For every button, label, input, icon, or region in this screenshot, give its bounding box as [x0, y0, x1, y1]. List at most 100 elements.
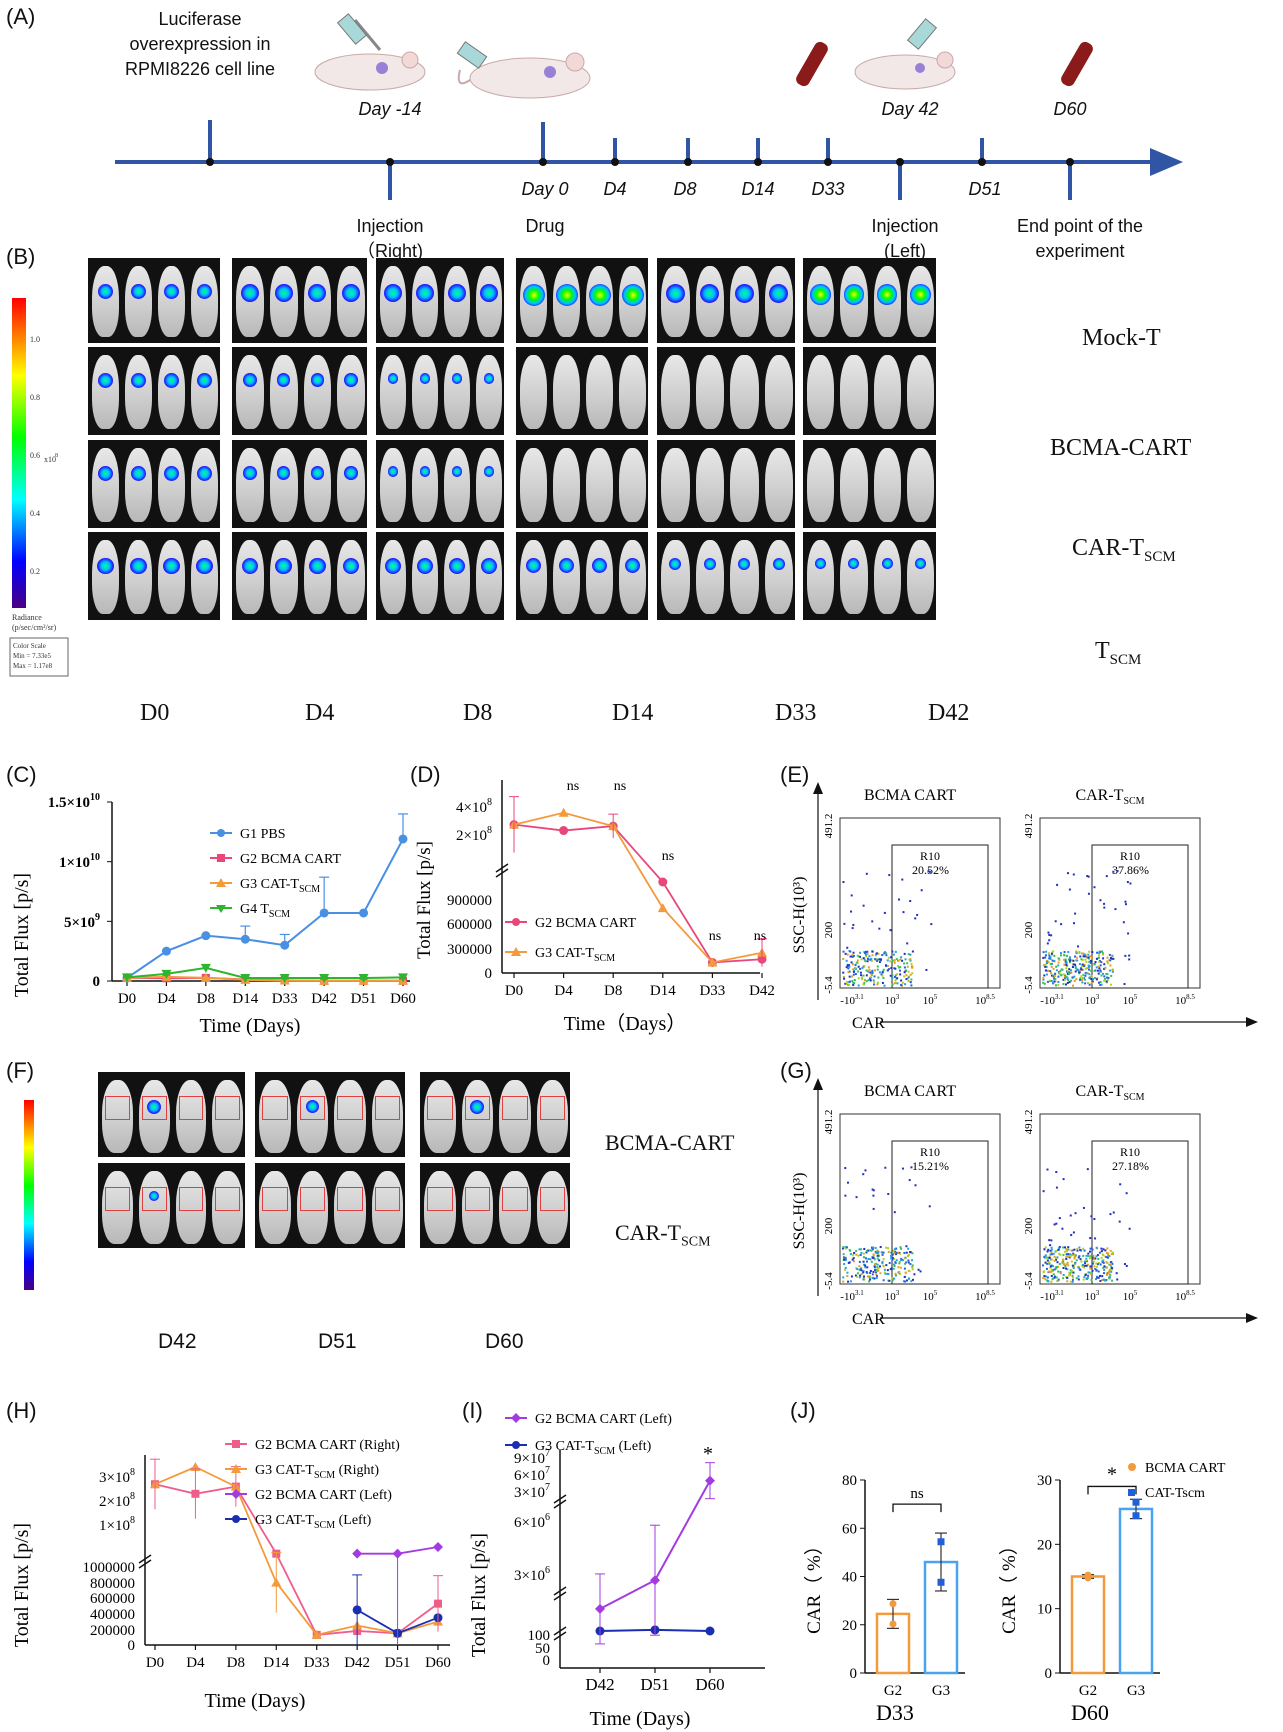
series-line [126, 838, 404, 979]
day-4: D4 [603, 179, 626, 199]
mouse-image [158, 355, 185, 429]
tumor-signal-spot [876, 284, 898, 305]
series-line [154, 1466, 439, 1636]
flow-xtick: -103.1 [1040, 1289, 1064, 1303]
flow-xtick: 103 [885, 1289, 900, 1303]
svg-text:3×107: 3×107 [514, 1482, 550, 1501]
significance-mark: * [1107, 1463, 1117, 1485]
flow-xtick: 108.5 [1175, 993, 1195, 1007]
bli-image-cell [516, 532, 648, 620]
j-ytick: 20 [1037, 1537, 1052, 1553]
significance-mark: ns [910, 1486, 924, 1502]
flow-ytick: -5.4 [1023, 1272, 1035, 1290]
panel-j-label: (J) [790, 1398, 816, 1423]
mouse-image [807, 266, 835, 337]
data-point [707, 957, 718, 967]
i-significance: * [703, 1443, 713, 1465]
mouse-image [444, 266, 470, 337]
panel-f-colorbar [24, 1100, 34, 1290]
svg-text:G1 PBS: G1 PBS [240, 827, 286, 842]
mouse-image [424, 1080, 456, 1153]
panel-d-label: (D) [410, 762, 441, 787]
mouse-image [236, 355, 264, 429]
day-minus-14: Day -14 [358, 99, 421, 119]
blood-tube-icon-2 [1061, 41, 1093, 87]
mouse-image [476, 540, 502, 614]
mouse-image [412, 355, 438, 429]
mouse-image [158, 540, 185, 614]
flow-ylabel: SSC-H(10³) [791, 877, 808, 954]
gate-percent: 37.86% [1112, 863, 1149, 877]
mouse-image [520, 355, 547, 429]
flow-ylabel: SSC-H(10³) [791, 1173, 808, 1250]
x-tick-label: D4 [186, 1655, 205, 1671]
mouse-image [444, 355, 470, 429]
mouse-image [334, 1080, 366, 1153]
svg-text:0.2: 0.2 [30, 567, 40, 576]
mouse-image [337, 266, 365, 337]
tumor-signal-spot [164, 284, 179, 299]
svg-text:0: 0 [543, 1653, 551, 1669]
data-point [433, 1542, 443, 1552]
tumor-signal-spot [274, 284, 293, 302]
tumor-signal-spot [197, 284, 212, 299]
data-point [122, 973, 132, 983]
flow-xtick: -103.1 [840, 993, 864, 1007]
mouse-image [444, 448, 470, 522]
j-xtick: G2 [884, 1683, 902, 1699]
gate-r10 [1091, 844, 1189, 989]
bli-image-cell [803, 532, 936, 620]
d-legend: G2 BCMA CART G3 CAT-TSCM [505, 916, 637, 964]
panel-i-chart: Total Flux [p/s] Time (Days) 0 50 100 3×… [468, 1412, 765, 1730]
svg-text:300000: 300000 [447, 942, 492, 958]
tumor-signal-spot [344, 373, 358, 387]
tumor-signal-spot [769, 284, 789, 304]
roi-box [464, 1187, 490, 1211]
roi-box [539, 1096, 565, 1120]
svg-text:600000: 600000 [447, 917, 492, 933]
tumor-signal-spot [342, 284, 361, 302]
flow-ytick: 491.2 [1023, 814, 1035, 839]
mouse-image [412, 448, 438, 522]
significance-bracket [892, 1503, 942, 1513]
j-ylabel-left: CAR（ %） [803, 1536, 825, 1634]
mouse-image [807, 540, 835, 614]
svg-text:G2 BCMA CART: G2 BCMA CART [240, 852, 342, 867]
x-tick-label: D8 [227, 1655, 245, 1671]
mouse-image [476, 448, 502, 522]
data-point [558, 807, 569, 817]
j-ytick: 40 [842, 1570, 857, 1586]
data-point [398, 973, 408, 983]
roi-box [141, 1096, 167, 1120]
bli-image-cell [803, 347, 936, 435]
svg-text:ns: ns [614, 779, 626, 794]
data-point [319, 908, 329, 918]
flow-title: CAR-TSCM [1075, 1083, 1144, 1103]
tumor-signal-spot [522, 284, 545, 306]
svg-text:6×106: 6×106 [514, 1512, 550, 1531]
significance-bracket [1087, 1485, 1137, 1495]
svg-text:0: 0 [485, 966, 493, 982]
tumor-signal-spot [480, 558, 498, 575]
tumor-signal-spot [98, 373, 113, 388]
mouse-image [303, 355, 332, 429]
gate-label: R10 [1120, 1145, 1140, 1159]
tumor-signal-spot [305, 1100, 319, 1113]
series-line [513, 823, 763, 964]
bli-image-cell [516, 347, 648, 435]
injection-left-1: Injection [871, 216, 938, 236]
roi-box [299, 1187, 325, 1211]
gate-label: R10 [920, 1145, 940, 1159]
svg-text:G2 BCMA CART (Right): G2 BCMA CART (Right) [255, 1438, 400, 1453]
tumor-signal-spot [147, 1100, 162, 1114]
mouse-image [236, 540, 264, 614]
mouse-image [661, 266, 690, 337]
tumor-signal-spot [451, 466, 463, 477]
tumor-signal-spot [97, 558, 114, 575]
mouse-image [695, 448, 724, 522]
roi-box [262, 1187, 288, 1211]
tumor-signal-spot [310, 373, 325, 387]
mouse-image [840, 266, 868, 337]
i-xlabel: Time (Days) [590, 1708, 691, 1730]
mouse-image [424, 1171, 456, 1244]
